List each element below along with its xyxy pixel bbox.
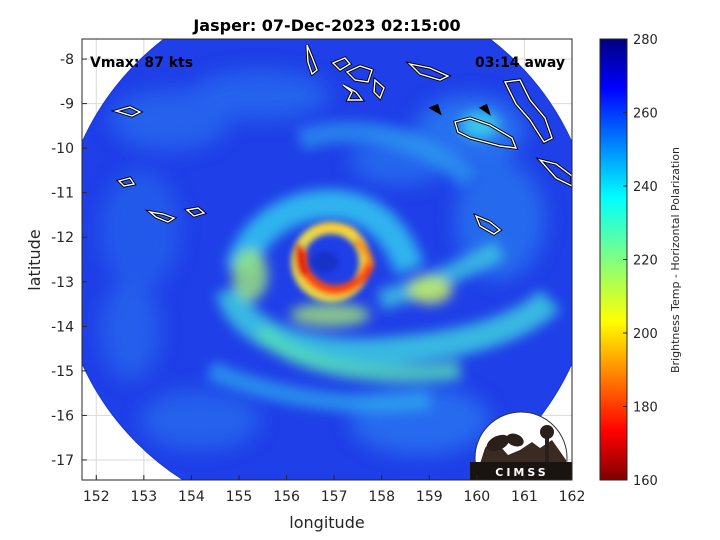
colorbar-tick-label: 180 <box>633 401 658 416</box>
map-plot-area: Vmax: 87 kts 03:14 away CIMSS <box>82 39 572 480</box>
y-tick-label: -10 <box>51 141 74 157</box>
x-axis-label: longitude <box>289 513 364 532</box>
colorbar-tick-label: 220 <box>633 254 658 269</box>
coastlines <box>110 44 572 236</box>
y-tick-label: -17 <box>51 453 74 469</box>
y-axis-ticks: -8 -9 -10 -11 -12 -13 -14 -15 -16 -17 <box>51 52 87 469</box>
spiral-bands <box>206 111 560 413</box>
colorbar-tick-label: 160 <box>633 474 658 489</box>
y-tick-label: -11 <box>51 186 74 202</box>
y-tick-label: -8 <box>60 52 74 68</box>
colorbar-ticks: 280 260 240 220 200 180 160 <box>623 33 658 489</box>
x-tick-label: 159 <box>416 489 443 505</box>
y-tick-label: -13 <box>51 275 74 291</box>
y-tick-label: -14 <box>51 319 74 335</box>
x-tick-label: 156 <box>273 489 300 505</box>
time-away-label: 03:14 away <box>475 55 565 71</box>
brightness-temperature-swath <box>82 39 572 480</box>
cimss-logo: CIMSS <box>470 411 572 480</box>
colorbar-tick-label: 240 <box>633 180 658 195</box>
x-tick-label: 153 <box>130 489 157 505</box>
x-axis-ticks: 152 153 154 155 156 157 158 159 160 161 162 <box>83 475 585 505</box>
x-tick-label: 158 <box>368 489 395 505</box>
figure-title: Jasper: 07-Dec-2023 02:15:00 <box>192 16 460 35</box>
vmax-label: Vmax: 87 kts <box>90 55 193 71</box>
y-tick-label: -12 <box>51 230 74 246</box>
axes-box <box>81 38 573 481</box>
storm-eye <box>310 250 339 273</box>
eyewall <box>291 222 375 302</box>
colorbar-tick-label: 280 <box>633 33 658 48</box>
x-tick-label: 162 <box>559 489 586 505</box>
y-tick-label: -16 <box>51 408 74 424</box>
x-tick-label: 157 <box>321 489 348 505</box>
x-tick-label: 160 <box>463 489 490 505</box>
y-tick-label: -9 <box>60 97 74 113</box>
x-tick-label: 152 <box>83 489 110 505</box>
logo-text: CIMSS <box>495 466 548 479</box>
x-tick-label: 154 <box>178 489 205 505</box>
colorbar-gradient <box>599 38 628 481</box>
colorbar: 280 260 240 220 200 180 160 Brightness Temp - … <box>599 33 682 489</box>
x-tick-label: 155 <box>226 489 253 505</box>
colorbar-label: Brightness Temp - Horizontal Polarizatio… <box>669 147 682 373</box>
y-axis-label: latitude <box>25 229 44 290</box>
x-tick-label: 161 <box>511 489 538 505</box>
colorbar-tick-label: 200 <box>633 327 658 342</box>
y-tick-label: -15 <box>51 364 74 380</box>
colorbar-tick-label: 260 <box>633 107 658 122</box>
